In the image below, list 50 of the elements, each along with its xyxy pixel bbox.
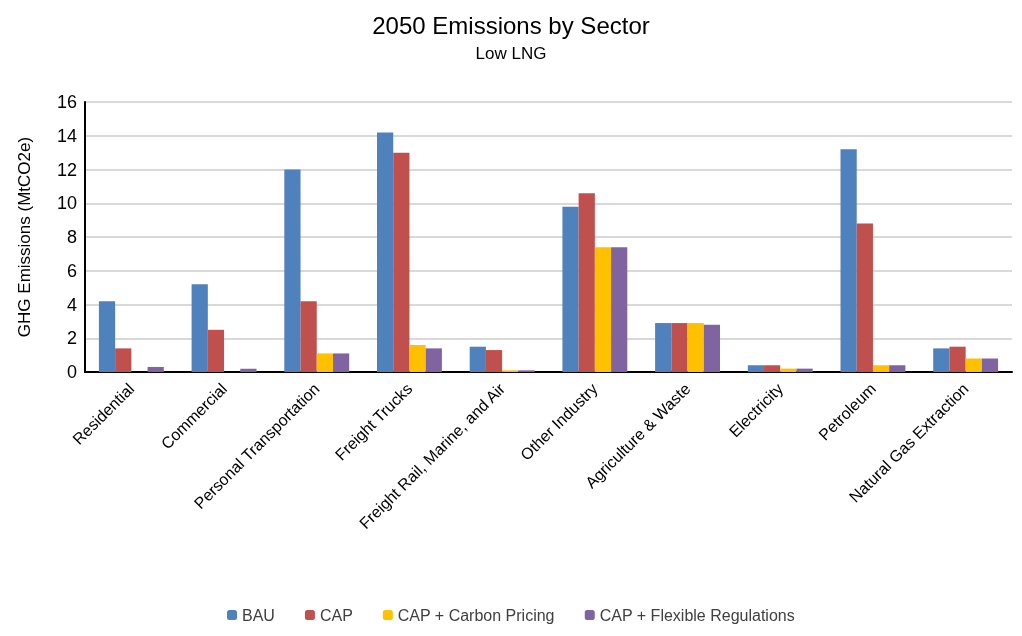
- bar: [485, 350, 503, 372]
- chart-subtitle: Low LNG: [475, 44, 547, 63]
- bar: [840, 149, 857, 372]
- bar: [594, 247, 612, 372]
- bar: [949, 346, 966, 372]
- chart-title: 2050 Emissions by Sector: [372, 11, 650, 39]
- bar: [332, 353, 350, 372]
- bar: [655, 323, 672, 372]
- bar: [377, 132, 394, 372]
- bar: [409, 345, 426, 372]
- bar: [933, 348, 950, 372]
- bar: [965, 358, 982, 372]
- legend-label: CAP + Carbon Pricing: [397, 606, 555, 624]
- y-tick-label: 6: [66, 260, 77, 281]
- bar: [796, 368, 813, 372]
- y-tick-label: 2: [66, 328, 77, 349]
- legend-label: BAU: [242, 606, 275, 624]
- bar: [316, 353, 333, 372]
- bar: [147, 366, 164, 372]
- bar: [578, 193, 595, 372]
- bar: [687, 323, 704, 372]
- y-tick-label: 16: [56, 92, 77, 112]
- bar: [469, 346, 486, 372]
- legend-label: CAP: [319, 606, 353, 624]
- bar: [300, 301, 317, 372]
- y-tick-label: 14: [56, 125, 77, 146]
- y-tick-label: 8: [66, 227, 77, 247]
- bar: [856, 223, 873, 372]
- bar: [764, 365, 781, 372]
- bar: [671, 323, 688, 372]
- bar: [747, 365, 765, 372]
- bar: [191, 284, 208, 372]
- bar: [611, 247, 628, 372]
- y-axis-title: GHG Emissions (MtCO2e): [15, 136, 34, 338]
- bar: [562, 206, 579, 372]
- bar: [207, 329, 225, 372]
- y-tick-label: 4: [66, 294, 77, 315]
- bar: [889, 365, 906, 372]
- bar: [425, 348, 442, 372]
- bar: [703, 324, 720, 372]
- y-tick-label: 10: [56, 193, 77, 214]
- bar: [393, 152, 410, 372]
- bar: [115, 348, 132, 372]
- bar: [872, 365, 890, 372]
- y-tick-label: 12: [56, 159, 77, 180]
- y-tick-label: 0: [66, 362, 77, 382]
- legend-label: CAP + Flexible Regulations: [599, 606, 795, 624]
- bar: [284, 169, 301, 372]
- bar: [981, 358, 999, 372]
- bar: [98, 301, 116, 372]
